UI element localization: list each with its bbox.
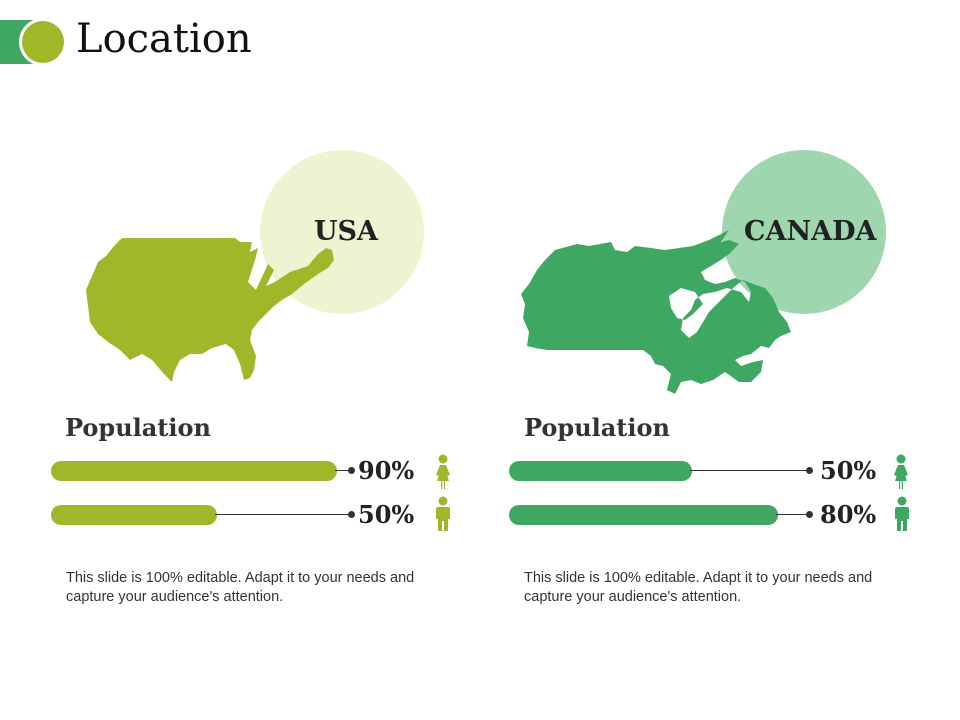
usa-line-female — [335, 470, 351, 471]
usa-dot-male — [348, 511, 355, 518]
canada-line-female — [690, 470, 810, 471]
canada-map-icon — [521, 230, 791, 394]
canada-dot-male — [806, 511, 813, 518]
female-person-icon — [894, 454, 908, 489]
canada-population-heading: Population — [524, 413, 670, 442]
male-person-icon — [436, 496, 450, 531]
usa-pct-male: 50% — [358, 500, 415, 529]
usa-dot-female — [348, 467, 355, 474]
usa-country-label: USA — [314, 216, 378, 247]
canada-description: This slide is 100% editable. Adapt it to… — [524, 570, 873, 605]
canada-pct-female: 50% — [820, 456, 877, 485]
canada-country-label: CANADA — [744, 216, 877, 247]
usa-description: This slide is 100% editable. Adapt it to… — [66, 570, 415, 605]
usa-population-heading: Population — [65, 413, 211, 442]
canada-line-male — [776, 514, 810, 515]
usa-map-icon — [86, 238, 334, 382]
female-person-icon — [436, 454, 450, 489]
usa-bar-female — [51, 461, 337, 481]
canada-bar-female — [509, 461, 692, 481]
canada-dot-female — [806, 467, 813, 474]
page-title: Location — [76, 16, 252, 62]
canada-pct-male: 80% — [820, 500, 877, 529]
usa-bar-male — [51, 505, 217, 525]
usa-pct-female: 90% — [358, 456, 415, 485]
canada-bar-male — [509, 505, 778, 525]
header-logo — [0, 18, 70, 66]
male-person-icon — [895, 496, 909, 531]
usa-line-male — [215, 514, 351, 515]
header-circle-inner — [22, 21, 64, 63]
